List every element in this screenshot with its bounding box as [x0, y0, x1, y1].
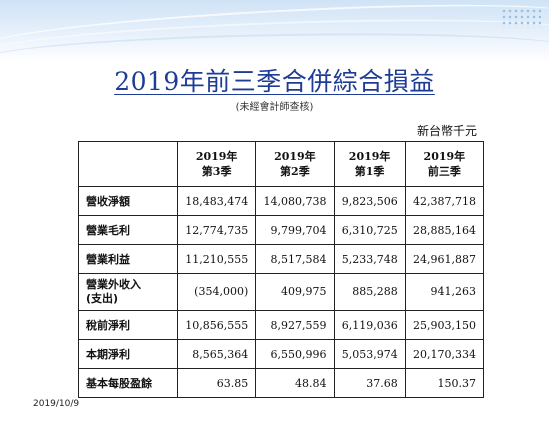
row-label-line: (支出) — [86, 292, 119, 305]
table-cell: 37.68 — [333, 368, 406, 398]
income-statement-table: 2019年第3季 2019年第2季 2019年第1季 2019年前三季 營收淨額… — [78, 141, 485, 398]
column-header: 2019年第3季 — [176, 141, 257, 187]
slide-date: 2019/10/9 — [33, 399, 80, 409]
page-subtitle: (未經會計師查核) — [235, 102, 314, 113]
table-row: 稅前淨利 10,856,555 8,927,559 6,119,036 25,9… — [78, 310, 485, 340]
column-period: 第2季 — [280, 165, 310, 178]
table-row: 營業毛利 12,774,735 9,799,704 6,310,725 28,8… — [78, 215, 485, 245]
table-cell: 885,288 — [333, 273, 406, 311]
table-cell: 6,119,036 — [333, 310, 406, 340]
table-cell: 25,903,150 — [404, 310, 485, 340]
table-cell: 10,856,555 — [176, 310, 257, 340]
table-cell: 9,799,704 — [255, 215, 335, 245]
table-cell: 6,310,725 — [333, 215, 406, 245]
table-cell: 941,263 — [404, 273, 485, 311]
column-header: 2019年第2季 — [255, 141, 335, 187]
table-cell: (354,000) — [176, 273, 257, 311]
table-header-row: 2019年第3季 2019年第2季 2019年第1季 2019年前三季 — [78, 141, 485, 187]
table-cell: 11,210,555 — [176, 244, 257, 274]
column-header: 2019年前三季 — [404, 141, 485, 187]
currency-unit: 新台幣千元 — [416, 124, 477, 138]
column-year: 2019年 — [195, 150, 238, 163]
table-row: 營業外收入 (支出) (354,000) 409,975 885,288 941,… — [78, 273, 485, 311]
row-label: 營業外收入 (支出) — [78, 273, 178, 311]
table-cell: 6,550,996 — [255, 339, 335, 369]
table-row: 本期淨利 8,565,364 6,550,996 5,053,974 20,17… — [78, 339, 485, 369]
table-cell: 8,565,364 — [176, 339, 257, 369]
table-cell: 409,975 — [255, 273, 335, 311]
table-cell: 24,961,887 — [404, 244, 485, 274]
table-cell: 9,823,506 — [333, 186, 406, 216]
table-cell: 14,080,738 — [255, 186, 335, 216]
table-cell: 48.84 — [255, 368, 335, 398]
column-year: 2019年 — [423, 150, 466, 163]
header-corner-cell — [78, 141, 178, 187]
table-row: 營收淨額 18,483,474 14,080,738 9,823,506 42,… — [78, 186, 485, 216]
row-label-line: 營業外收入 — [86, 278, 141, 291]
column-period: 前三季 — [427, 165, 461, 178]
page-title: 2019年前三季合併綜合損益 — [0, 62, 549, 98]
page-title-text: 2019年前三季合併綜合損益 — [114, 67, 435, 96]
table-cell: 150.37 — [404, 368, 485, 398]
table-cell: 5,233,748 — [333, 244, 406, 274]
table-cell: 42,387,718 — [404, 186, 485, 216]
header-band — [0, 0, 549, 62]
row-label: 基本每股盈餘 — [78, 368, 178, 398]
row-label: 營業利益 — [78, 244, 178, 274]
row-label: 營業毛利 — [78, 215, 178, 245]
table-row: 營業利益 11,210,555 8,517,584 5,233,748 24,9… — [78, 244, 485, 274]
table-cell: 8,927,559 — [255, 310, 335, 340]
column-header: 2019年第1季 — [333, 141, 406, 187]
column-period: 第3季 — [201, 165, 232, 178]
table-cell: 28,885,164 — [404, 215, 485, 245]
column-year: 2019年 — [348, 150, 391, 163]
decorative-dots — [501, 8, 541, 28]
column-year: 2019年 — [274, 150, 316, 163]
table-cell: 20,170,334 — [404, 339, 485, 369]
table-cell: 63.85 — [176, 368, 257, 398]
table-cell: 5,053,974 — [333, 339, 406, 369]
row-label: 稅前淨利 — [78, 310, 178, 340]
table-cell: 8,517,584 — [255, 244, 335, 274]
table-cell: 18,483,474 — [176, 186, 257, 216]
table-cell: 12,774,735 — [176, 215, 257, 245]
row-label: 營收淨額 — [78, 186, 178, 216]
column-period: 第1季 — [354, 165, 385, 178]
row-label: 本期淨利 — [78, 339, 178, 369]
table-row: 基本每股盈餘 63.85 48.84 37.68 150.37 — [78, 368, 485, 398]
